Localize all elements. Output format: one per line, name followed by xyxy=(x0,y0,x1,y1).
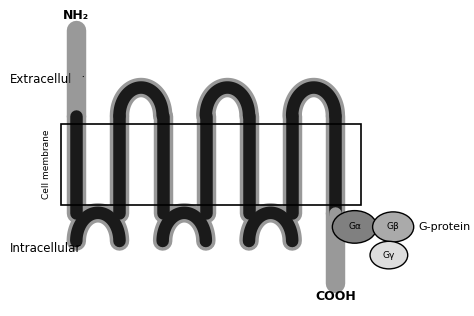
Text: Gβ: Gβ xyxy=(387,222,400,231)
Text: Intracellular: Intracellular xyxy=(10,242,82,255)
Text: Cell membrane: Cell membrane xyxy=(42,130,51,199)
Text: Gα: Gα xyxy=(348,222,361,231)
Text: COOH: COOH xyxy=(315,289,356,302)
Ellipse shape xyxy=(373,212,414,242)
Ellipse shape xyxy=(332,211,377,243)
Text: NH₂: NH₂ xyxy=(63,9,90,22)
Bar xyxy=(61,124,361,205)
Ellipse shape xyxy=(370,241,408,269)
Text: G-protein: G-protein xyxy=(419,222,471,232)
Text: Gγ: Gγ xyxy=(383,251,395,260)
Text: Extracellular: Extracellular xyxy=(10,73,85,86)
